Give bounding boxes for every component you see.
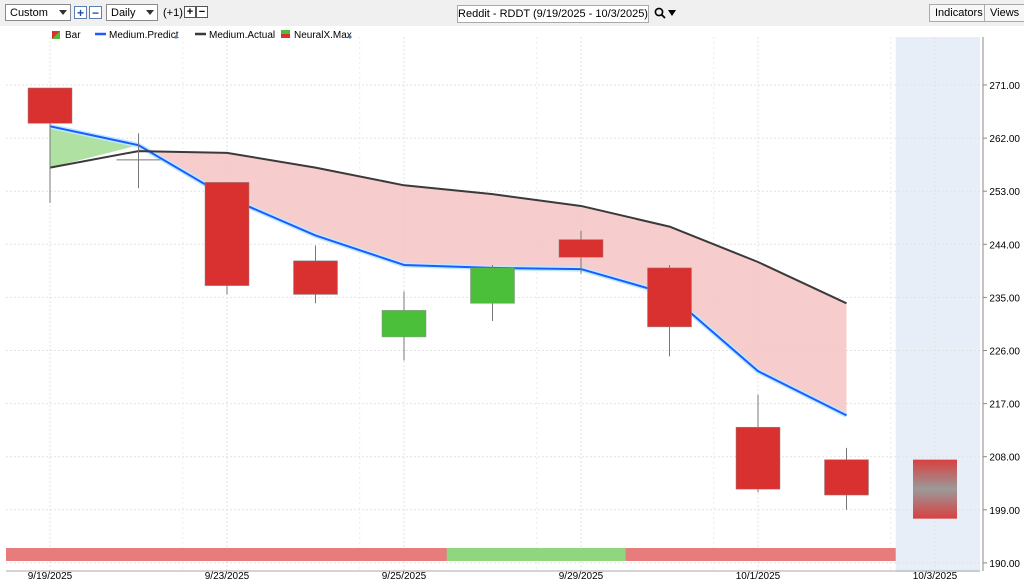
- y-tick-label: 235.00: [989, 293, 1020, 304]
- candle-body: [824, 459, 869, 496]
- symbol-title-text: Reddit - RDDT (9/19/2025 - 10/3/2025): [458, 8, 648, 20]
- legend: Bar Medium.Predict Medium.Actual NeuralX.Ma…: [52, 30, 352, 41]
- search-icon[interactable]: [654, 7, 666, 19]
- neuralx-legend-icon: [281, 34, 290, 38]
- add-button[interactable]: +: [74, 6, 87, 19]
- views-label: Views: [990, 7, 1020, 19]
- remove-button[interactable]: −: [89, 6, 102, 19]
- neuralx-bar: [6, 548, 896, 561]
- symbol-title[interactable]: Reddit - RDDT (9/19/2025 - 10/3/2025): [457, 5, 649, 23]
- offset-plus-button[interactable]: +: [184, 6, 196, 18]
- candle-body: [647, 267, 692, 328]
- chevron-down-icon: [146, 10, 154, 15]
- indicators-label: Indicators: [935, 7, 983, 19]
- x-tick-label: 9/23/2025: [205, 571, 250, 582]
- series-lines: [49, 123, 848, 418]
- candle-body: [204, 182, 250, 286]
- indicators-button[interactable]: Indicators: [929, 4, 998, 22]
- prediction-bands: [50, 126, 847, 416]
- y-tick-label: 226.00: [989, 347, 1020, 358]
- period-select[interactable]: Custom: [5, 4, 71, 21]
- interval-select[interactable]: Daily: [106, 4, 158, 21]
- chart-background: [0, 26, 1024, 587]
- period-select-value: Custom: [10, 6, 48, 19]
- y-tick-label: 271.00: [989, 81, 1020, 92]
- legend-label: Medium.Actual: [209, 30, 275, 41]
- candle-body: [913, 459, 957, 519]
- candle-body: [735, 426, 781, 490]
- band-down: [138, 145, 847, 416]
- legend-label: NeuralX.Max: [294, 30, 352, 41]
- x-tick-label: 10/1/2025: [736, 571, 781, 582]
- y-tick-label: 190.00: [989, 559, 1020, 570]
- chevron-down-icon[interactable]: [668, 10, 676, 16]
- medium-actual-line: [49, 150, 847, 305]
- y-tick-label: 208.00: [989, 453, 1020, 464]
- views-button[interactable]: Views: [984, 4, 1024, 22]
- price-chart[interactable]: 271.00 262.00 253.00 244.00 235.00 226.00 217.…: [0, 26, 1024, 587]
- candle-body: [381, 310, 427, 338]
- neuralx-legend-icon: [281, 30, 290, 34]
- y-tick-label: 244.00: [989, 240, 1020, 251]
- x-tick-label: 9/25/2025: [382, 571, 427, 582]
- y-axis: 271.00 262.00 253.00 244.00 235.00 226.00 217.…: [982, 37, 1020, 571]
- band-up: [50, 126, 139, 168]
- x-tick-label: 9/19/2025: [28, 571, 73, 582]
- neuralx-segment: [446, 548, 626, 561]
- y-tick-label: 253.00: [989, 187, 1020, 198]
- x-tick-label: 10/3/2025: [913, 571, 958, 582]
- toolbar: Custom + − Daily (+1) + − Reddit - RDDT …: [0, 0, 1024, 27]
- medium-predict-line: [49, 125, 847, 417]
- y-tick-label: 217.00: [989, 400, 1020, 411]
- legend-label: Bar: [65, 30, 81, 41]
- interval-select-value: Daily: [111, 6, 136, 19]
- bar-legend-icon: [52, 31, 60, 39]
- info-dot-icon: [348, 35, 352, 39]
- offset-label: (+1): [163, 7, 183, 19]
- candle-body: [470, 267, 515, 304]
- chevron-down-icon: [59, 10, 67, 15]
- candle-body: [558, 239, 604, 258]
- x-axis: 9/19/2025 9/23/2025 9/25/2025 9/29/2025 10/1…: [6, 570, 980, 582]
- y-tick-label: 262.00: [989, 134, 1020, 145]
- candle-body: [293, 260, 338, 295]
- neuralx-segment: [625, 548, 896, 561]
- y-tick-label: 199.00: [989, 506, 1020, 517]
- neuralx-segment: [6, 548, 449, 561]
- info-dot-icon: [174, 35, 178, 39]
- offset-minus-button[interactable]: −: [196, 6, 208, 18]
- candle-body: [27, 87, 73, 124]
- legend-label: Medium.Predict: [109, 30, 179, 41]
- candles: [27, 87, 957, 519]
- x-tick-label: 9/29/2025: [559, 571, 604, 582]
